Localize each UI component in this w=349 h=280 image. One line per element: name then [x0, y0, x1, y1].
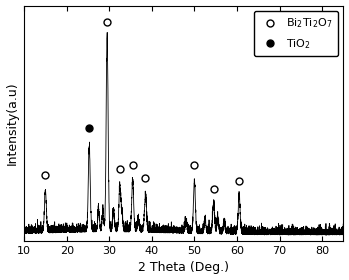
X-axis label: 2 Theta (Deg.): 2 Theta (Deg.): [138, 262, 229, 274]
Y-axis label: Intensity(a.u): Intensity(a.u): [6, 81, 18, 165]
Legend: Bi$_2$Ti$_2$O$_7$, TiO$_2$: Bi$_2$Ti$_2$O$_7$, TiO$_2$: [254, 11, 338, 57]
